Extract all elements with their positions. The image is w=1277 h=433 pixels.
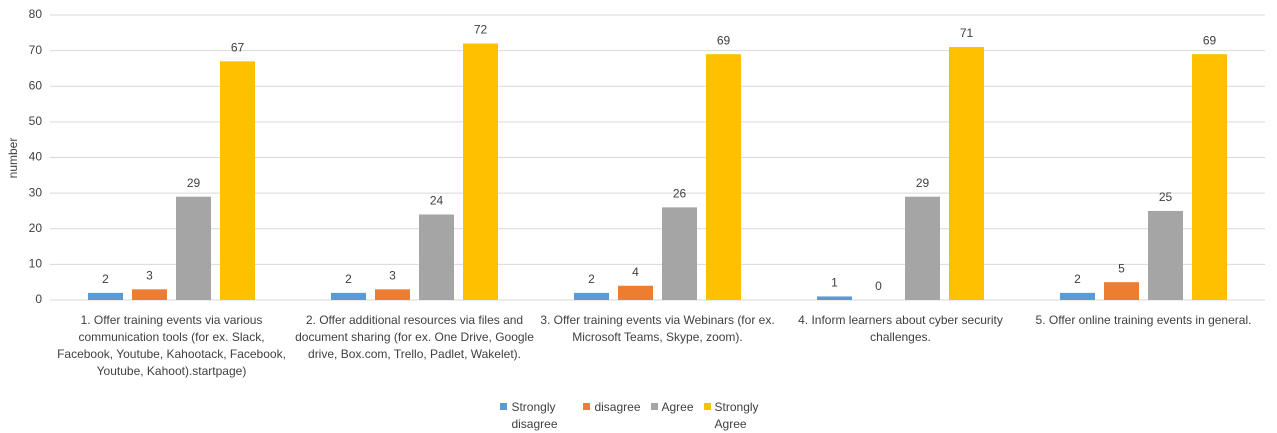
- data-label: 2: [588, 272, 595, 286]
- y-tick-label: 40: [29, 150, 43, 164]
- x-tick-label: 4. Inform learners about cyber security …: [798, 313, 1003, 344]
- bar: [949, 47, 984, 300]
- data-label: 2: [1074, 272, 1081, 286]
- legend-swatch: [650, 403, 658, 410]
- bar: [1060, 292, 1095, 300]
- bar: [817, 296, 852, 300]
- legend: Strongly disagree disagree Agree Strongly A…: [0, 399, 1277, 433]
- bar: [176, 196, 211, 300]
- legend-label: Strongly Agree: [714, 400, 759, 431]
- data-label: 0: [875, 279, 882, 293]
- bar: [1192, 54, 1227, 300]
- data-label: 4: [632, 265, 639, 279]
- bar: [1104, 282, 1139, 300]
- y-tick-label: 10: [29, 257, 43, 271]
- y-axis-label: number: [6, 138, 20, 179]
- data-label: 3: [389, 268, 396, 282]
- legend-label: Strongly disagree: [511, 400, 558, 431]
- legend-item: Strongly disagree: [500, 399, 573, 433]
- legend-label: Agree: [661, 400, 694, 414]
- x-tick-label: 2. Offer additional resources via files …: [295, 313, 534, 361]
- legend-swatch: [583, 403, 591, 410]
- data-label: 29: [187, 176, 201, 190]
- data-label: 26: [673, 187, 687, 201]
- bar: [88, 292, 123, 300]
- legend-swatch: [500, 403, 508, 410]
- data-label: 2: [102, 272, 109, 286]
- bar: [706, 54, 741, 300]
- bar: [220, 61, 255, 300]
- data-label: 67: [231, 40, 245, 54]
- data-label: 29: [916, 176, 930, 190]
- legend-label: disagree: [594, 400, 641, 414]
- bar: [331, 292, 366, 300]
- x-tick-label: 1. Offer training events via various com…: [57, 313, 286, 378]
- bar: [618, 285, 653, 300]
- legend-item: Strongly Agree: [703, 399, 777, 433]
- x-tick-label: 3. Offer training events via Webinars (f…: [540, 313, 775, 344]
- legend-item: Agree: [650, 399, 694, 433]
- y-tick-label: 70: [29, 43, 43, 57]
- data-label: 72: [474, 23, 488, 37]
- y-tick-label: 20: [29, 221, 43, 235]
- bar: [905, 196, 940, 300]
- bar: [132, 289, 167, 300]
- bar: [419, 214, 454, 300]
- data-label: 71: [960, 26, 974, 40]
- bar: [375, 289, 410, 300]
- x-tick-label: 5. Offer online training events in gener…: [1035, 313, 1252, 327]
- bar: [1148, 210, 1183, 300]
- legend-swatch: [703, 403, 711, 410]
- y-tick-label: 80: [29, 7, 43, 21]
- y-tick-label: 50: [29, 114, 43, 128]
- data-label: 3: [146, 268, 153, 282]
- bar: [574, 292, 609, 300]
- data-label: 1: [831, 276, 838, 290]
- y-tick-label: 30: [29, 185, 43, 199]
- data-label: 69: [717, 33, 731, 47]
- y-tick-label: 0: [35, 292, 42, 306]
- y-tick-label: 60: [29, 78, 43, 92]
- bar: [463, 43, 498, 300]
- data-label: 2: [345, 272, 352, 286]
- data-label: 25: [1159, 190, 1173, 204]
- data-label: 5: [1118, 261, 1125, 275]
- data-label: 24: [430, 194, 444, 208]
- bar: [662, 207, 697, 300]
- legend-item: disagree: [583, 399, 641, 433]
- data-label: 69: [1203, 33, 1217, 47]
